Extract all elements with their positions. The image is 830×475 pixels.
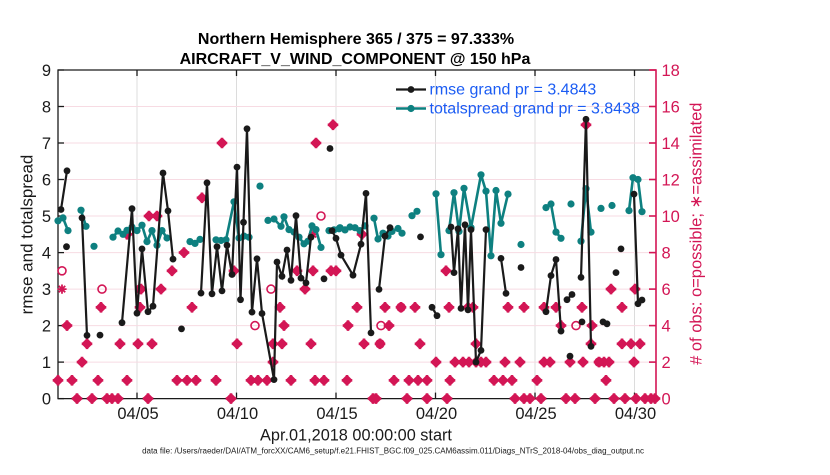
svg-text:AIRCRAFT_V_WIND_COMPONENT @ 15: AIRCRAFT_V_WIND_COMPONENT @ 150 hPa	[180, 51, 531, 68]
svg-text:rmse grand pr = 3.4843: rmse grand pr = 3.4843	[430, 82, 597, 99]
svg-text:3: 3	[42, 281, 51, 299]
svg-text:8: 8	[662, 245, 671, 263]
svg-text:6: 6	[662, 281, 671, 299]
svg-text:totalspread grand pr = 3.8438: totalspread grand pr = 3.8438	[430, 101, 640, 118]
svg-text:2: 2	[662, 354, 671, 372]
svg-text:04/05: 04/05	[117, 405, 158, 423]
svg-text:2: 2	[42, 318, 51, 336]
svg-text:9: 9	[42, 62, 51, 80]
svg-text:14: 14	[662, 135, 680, 153]
svg-text:7: 7	[42, 135, 51, 153]
svg-text:4: 4	[42, 245, 51, 263]
svg-text:5: 5	[42, 208, 51, 226]
svg-text:18: 18	[662, 62, 680, 80]
svg-text:6: 6	[42, 172, 51, 190]
svg-text:rmse and totalspread: rmse and totalspread	[18, 155, 37, 315]
svg-text:12: 12	[662, 172, 680, 190]
svg-text:04/30: 04/30	[615, 405, 656, 423]
svg-text:04/15: 04/15	[316, 405, 357, 423]
svg-text:10: 10	[662, 208, 680, 226]
svg-text:Apr.01,2018 00:00:00 start: Apr.01,2018 00:00:00 start	[260, 427, 452, 445]
svg-text:0: 0	[662, 391, 671, 409]
svg-text:1: 1	[42, 354, 51, 372]
svg-text:Northern Hemisphere 365 / 375: Northern Hemisphere 365 / 375 = 97.333%	[198, 31, 514, 48]
svg-text:data file: /Users/raeder/DAI/A: data file: /Users/raeder/DAI/ATM_forcXX/…	[142, 447, 644, 456]
svg-text:16: 16	[662, 99, 680, 117]
svg-text:04/20: 04/20	[416, 405, 457, 423]
svg-text:04/10: 04/10	[217, 405, 258, 423]
svg-text:8: 8	[42, 99, 51, 117]
svg-text:4: 4	[662, 318, 671, 336]
svg-text:04/25: 04/25	[515, 405, 556, 423]
svg-text:0: 0	[42, 391, 51, 409]
svg-text:# of obs: o=possible; ∗=assimi: # of obs: o=possible; ∗=assimilated	[688, 103, 706, 365]
